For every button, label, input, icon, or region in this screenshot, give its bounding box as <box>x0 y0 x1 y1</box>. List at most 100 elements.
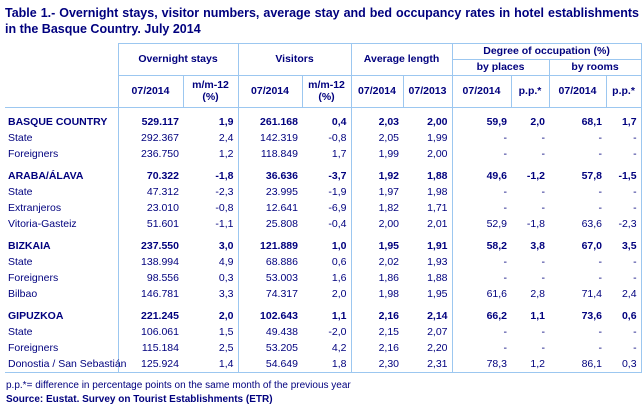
cell: 2,02 <box>378 256 400 268</box>
cell: 1,82 <box>378 202 400 214</box>
cell: - <box>541 132 546 144</box>
table-row: Donostia / San Sebastián 125.924 1,4 54.649… <box>5 356 642 373</box>
cell: - <box>606 340 642 356</box>
cell: -2,3 <box>183 184 239 200</box>
cell: 1,88 <box>403 162 453 184</box>
cell: 106.061 <box>141 326 179 338</box>
cell: 2,8 <box>530 288 546 300</box>
table-row: Extranjeros 23.010 -0,8 12.641 -6,9 1,82 1,71 -… <box>5 200 642 216</box>
cell: 67,0 <box>581 240 603 252</box>
cell: 61,6 <box>486 288 508 300</box>
cell: - <box>503 342 508 354</box>
cell: 47.312 <box>146 186 179 198</box>
cell: 1,4 <box>183 356 239 373</box>
cell: - <box>541 202 546 214</box>
cell: 2,14 <box>403 302 453 324</box>
cell: 125.924 <box>118 356 183 373</box>
cell: 49.438 <box>265 326 298 338</box>
cell: 121.889 <box>260 240 298 252</box>
row-label: Vitoria-Gasteiz <box>5 216 119 232</box>
cell: -1,8 <box>526 218 546 230</box>
cell: 1,1 <box>530 310 546 322</box>
cell: 2,20 <box>403 340 453 356</box>
row-label: State <box>5 324 119 340</box>
col-header-places-072014: 07/2014 <box>451 75 512 108</box>
cell: 138.994 <box>141 256 179 268</box>
cell: -1,9 <box>302 184 352 200</box>
cell: 66,2 <box>486 310 508 322</box>
cell: 2,01 <box>403 216 453 232</box>
cell: 49,6 <box>486 170 508 182</box>
cell: -0,8 <box>183 200 239 216</box>
cell: 2,5 <box>183 340 239 356</box>
cell: - <box>598 148 603 160</box>
cell: 1,88 <box>403 270 453 286</box>
cell: 2,16 <box>378 310 400 322</box>
row-label: BASQUE COUNTRY <box>5 107 119 130</box>
row-label: Foreigners <box>5 340 119 356</box>
cell: -1,1 <box>183 216 239 232</box>
cell: 1,99 <box>403 130 453 146</box>
table-row: GIPUZKOA 221.245 2,0 102.643 1,1 2,16 2,14 66,2… <box>5 302 642 324</box>
cell: -0,8 <box>302 130 352 146</box>
cell: 23.010 <box>146 202 179 214</box>
cell: 1,9 <box>183 107 239 130</box>
cell: - <box>598 256 603 268</box>
cell: 2,05 <box>378 132 400 144</box>
cell: 23.995 <box>265 186 298 198</box>
cell: 2,00 <box>403 107 453 130</box>
cell: 2,00 <box>403 146 453 162</box>
cell: -1,2 <box>526 170 546 182</box>
cell: 51.601 <box>146 218 179 230</box>
row-label: Foreigners <box>5 146 119 162</box>
cell: 142.319 <box>260 132 298 144</box>
cell: - <box>598 186 603 198</box>
cell: -6,9 <box>302 200 352 216</box>
cell: 1,95 <box>403 286 453 302</box>
row-label: Foreigners <box>5 270 119 286</box>
cell: 146.781 <box>141 288 179 300</box>
cell: 1,98 <box>378 288 400 300</box>
cell: -1,8 <box>183 162 239 184</box>
cell: - <box>503 256 508 268</box>
col-header-overnight-mm12: m/m-12 (%) <box>182 75 239 108</box>
cell: - <box>606 324 642 340</box>
cell: - <box>541 186 546 198</box>
row-label: State <box>5 130 119 146</box>
source-note: Source: Eustat. Survey on Tourist Establ… <box>6 394 273 405</box>
header-subgroup-row: by places by rooms <box>5 59 642 76</box>
cell: 237.550 <box>141 240 179 252</box>
cell: - <box>606 130 642 146</box>
row-label: State <box>5 254 119 270</box>
cell: 0,6 <box>606 302 642 324</box>
cell: - <box>606 200 642 216</box>
cell: 57,8 <box>581 170 603 182</box>
col-group-visitors: Visitors <box>237 43 352 76</box>
cell: 71,4 <box>581 288 603 300</box>
cell: -3,7 <box>302 162 352 184</box>
cell: 1,8 <box>302 356 352 373</box>
cell: 4,9 <box>183 254 239 270</box>
header-columns-row: 07/2014 m/m-12 (%) 07/2014 m/m-12 (%) 07… <box>5 75 642 108</box>
table-row: Foreigners 236.750 1,2 118.849 1,7 1,99 2,00- -… <box>5 146 642 162</box>
cell: -0,4 <box>302 216 352 232</box>
table-row: BIZKAIA 237.550 3,0 121.889 1,0 1,95 1,91 58,2 3… <box>5 232 642 254</box>
table-row: Foreigners 115.184 2,5 53.205 4,2 2,16 2,20- - -… <box>5 340 642 356</box>
cell: 115.184 <box>141 342 179 354</box>
cell: 236.750 <box>141 148 179 160</box>
cell: 3,3 <box>183 286 239 302</box>
cell: 1,7 <box>302 146 352 162</box>
cell: - <box>598 202 603 214</box>
cell: 1,86 <box>378 272 400 284</box>
cell: 0,3 <box>183 270 239 286</box>
cell: 98.556 <box>146 272 179 284</box>
row-label: State <box>5 184 119 200</box>
cell: 4,2 <box>302 340 352 356</box>
cell: - <box>541 148 546 160</box>
cell: - <box>598 132 603 144</box>
cell: 261.168 <box>260 116 298 128</box>
table-body: BASQUE COUNTRY 529.117 1,9 261.168 0,4 2,03 2,… <box>5 107 642 373</box>
cell: 102.643 <box>260 310 298 322</box>
cell: 221.245 <box>141 310 179 322</box>
cell: - <box>503 148 508 160</box>
